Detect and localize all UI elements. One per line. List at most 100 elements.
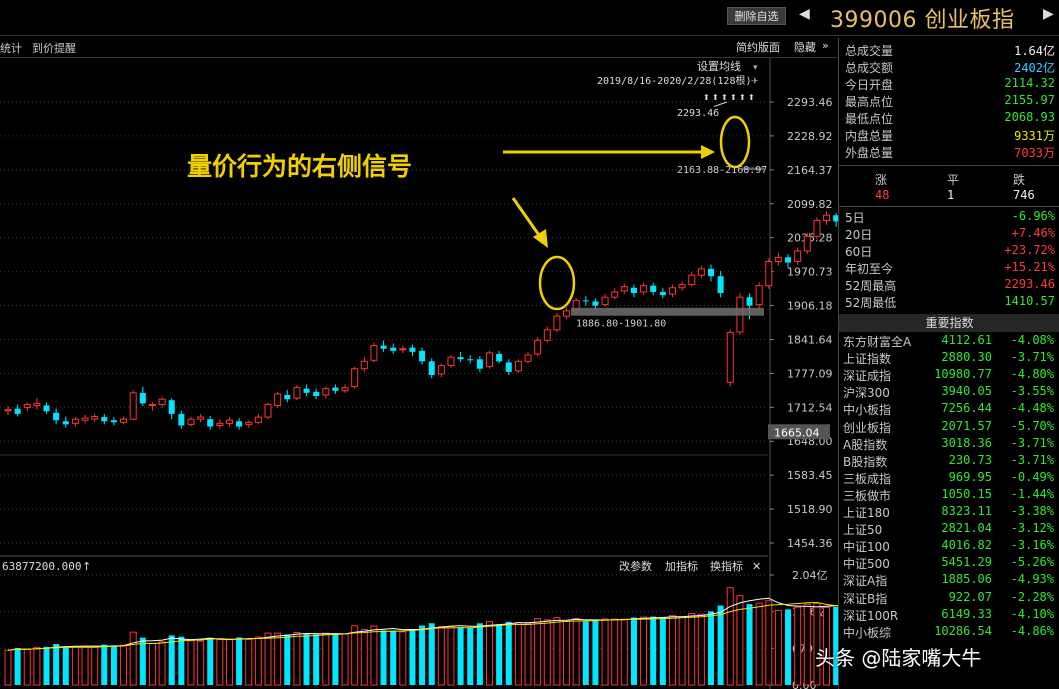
- volume-bar: [563, 620, 571, 686]
- candle-body: [360, 360, 368, 370]
- perf-value: -6.96%: [1011, 209, 1055, 223]
- index-row[interactable]: 上证指数 2880.30 -3.71%: [839, 350, 1059, 367]
- index-row[interactable]: A股指数 3018.36 -3.71%: [839, 436, 1059, 453]
- stat-label: 总成交量: [845, 44, 894, 58]
- volume-bar: [14, 647, 21, 685]
- index-name: 中证100: [843, 540, 890, 555]
- breadth-value: 48: [875, 188, 890, 202]
- index-change: -5.70%: [1010, 418, 1054, 433]
- triangle-left-icon[interactable]: ◀: [799, 6, 810, 22]
- candle-body: [697, 268, 705, 276]
- volume-bar: [668, 615, 676, 686]
- index-row[interactable]: 上证180 8323.11 -3.38%: [839, 504, 1059, 521]
- index-price: 10980.77: [934, 367, 992, 382]
- tab-price-alert[interactable]: 到价提醒: [32, 42, 76, 55]
- gap-zone-low: [571, 307, 764, 316]
- triangle-right-icon[interactable]: ▶: [1043, 6, 1054, 22]
- candle-body: [341, 387, 349, 392]
- index-name: 深证A指: [843, 574, 888, 589]
- index-row[interactable]: 中证100 4016.82 -3.16%: [839, 538, 1059, 555]
- index-name: 沪深300: [843, 386, 890, 401]
- candle-body: [4, 409, 12, 412]
- candle-body: [351, 368, 359, 388]
- index-row[interactable]: 三板成指 969.95 -0.49%: [839, 470, 1059, 487]
- stat-label: 总成交额: [845, 61, 894, 75]
- index-change: -4.08%: [1010, 333, 1054, 347]
- stat-value: 2155.97: [1004, 93, 1055, 107]
- index-row[interactable]: 创业板指 2071.57 -5.70%: [839, 419, 1059, 436]
- volume-bar: [225, 638, 233, 686]
- chart-canvas[interactable]: 2293.462228.922164.372099.822035.281970.…: [0, 58, 838, 689]
- price-tick-label: 1454.36: [787, 537, 833, 550]
- candle-body: [601, 296, 609, 306]
- volume-tool-button: 换指标: [710, 559, 743, 573]
- remove-from-watchlist-button[interactable]: 删除自选: [727, 7, 786, 25]
- index-row[interactable]: 三板做市 1050.15 -1.44%: [839, 487, 1059, 504]
- candle-body: [264, 403, 272, 418]
- candle-body: [380, 345, 387, 349]
- index-row[interactable]: 上证50 2821.04 -3.12%: [839, 521, 1059, 538]
- stat-label: 外盘总量: [845, 146, 894, 160]
- simple-layout-button[interactable]: 简约版面: [736, 41, 780, 54]
- index-row[interactable]: 沪深300 3940.05 -3.55%: [839, 384, 1059, 401]
- index-row[interactable]: B股指数 230.73 -3.71%: [839, 453, 1059, 470]
- hide-button[interactable]: 隐藏: [794, 41, 816, 54]
- index-row[interactable]: 深证100R 6149.33 -4.10%: [839, 607, 1059, 624]
- candle-body: [101, 417, 108, 422]
- volume-bar: [543, 619, 551, 686]
- annotation-arrow-down: [511, 197, 543, 239]
- candle-body: [225, 419, 233, 424]
- volume-bar: [755, 602, 763, 686]
- volume-bar: [620, 618, 628, 686]
- volume-bar: [303, 634, 310, 685]
- volume-bar: [284, 634, 291, 685]
- index-change: -4.93%: [1010, 572, 1054, 587]
- volume-bar: [197, 640, 205, 686]
- index-name: 中小板指: [843, 403, 892, 418]
- high-marker-pointer: [713, 101, 728, 107]
- index-row[interactable]: 深证B指 922.07 -2.28%: [839, 590, 1059, 607]
- perf-row: 60日 +23.72%: [843, 243, 1057, 260]
- double-chevron-right-icon[interactable]: »: [822, 39, 829, 52]
- perf-label: 5日: [845, 211, 865, 225]
- price-tick-label: 2293.46: [787, 96, 833, 109]
- candlestick-chart[interactable]: 2293.462228.922164.372099.822035.281970.…: [0, 58, 838, 689]
- perf-label: 20日: [845, 228, 873, 242]
- volume-bar: [264, 632, 272, 686]
- candle-body: [62, 421, 69, 425]
- volume-bar: [650, 616, 657, 685]
- divider: [839, 206, 1059, 207]
- index-row[interactable]: 中证500 5451.29 -5.26%: [839, 555, 1059, 572]
- volume-bar: [81, 646, 89, 686]
- candle-body: [717, 276, 724, 294]
- arrow-up-icon: ↑: [82, 560, 91, 573]
- chart-toolbar: 统计 到价提醒 简约版面 隐藏 »: [0, 38, 838, 58]
- volume-bar: [313, 634, 320, 685]
- index-change: -3.71%: [1010, 452, 1054, 467]
- index-row[interactable]: 中小板综 10286.54 -4.86%: [839, 624, 1059, 641]
- volume-bar: [129, 631, 137, 686]
- stat-row: 最低点位 2068.93: [843, 110, 1057, 127]
- candle-body: [678, 284, 686, 289]
- perf-row: 年初至今 +15.21%: [843, 260, 1057, 277]
- arrow-up-icon: ⬆: [712, 93, 719, 102]
- index-change: -4.10%: [1010, 606, 1054, 621]
- price-tick-label: 1518.90: [787, 503, 833, 516]
- index-row[interactable]: 东方财富全A 4112.61 -4.08%: [839, 333, 1059, 350]
- candle-body: [688, 274, 696, 286]
- index-row[interactable]: 中小板指 7256.44 -4.48%: [839, 401, 1059, 418]
- index-row[interactable]: 深证A指 1885.06 -4.93%: [839, 572, 1059, 589]
- candle-body: [178, 413, 185, 426]
- perf-row: 20日 +7.46%: [843, 226, 1057, 243]
- candle-body: [245, 421, 253, 425]
- chevron-down-icon: ▾: [753, 63, 758, 73]
- tab-stats[interactable]: 统计: [0, 42, 22, 55]
- top-bar: 删除自选 ◀ 399006 创业板指 ▶: [0, 0, 1059, 36]
- volume-bar: [447, 625, 455, 686]
- perf-label: 52周最低: [845, 296, 897, 310]
- breadth-label: 跌: [1013, 173, 1026, 187]
- index-row[interactable]: 深证成指 10980.77 -4.80%: [839, 367, 1059, 384]
- volume-bar: [457, 627, 464, 685]
- volume-bar: [43, 646, 50, 685]
- volume-bar: [370, 625, 378, 686]
